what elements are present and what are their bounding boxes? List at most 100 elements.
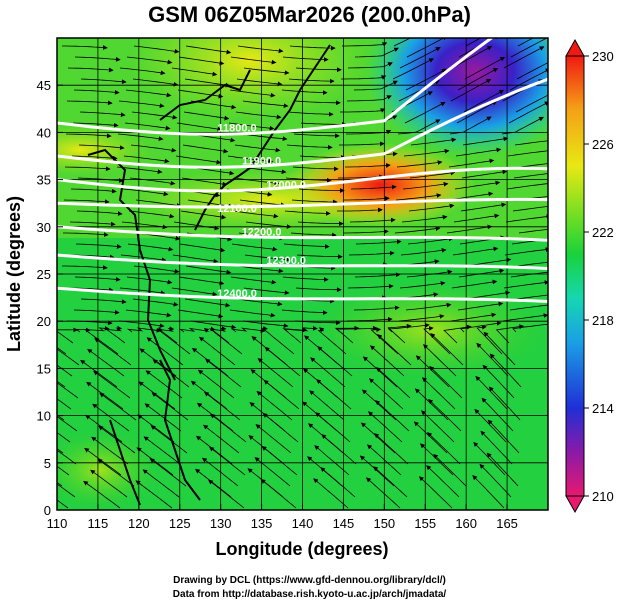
streamline (449, 116, 492, 135)
streamline (366, 477, 401, 509)
streamline (400, 247, 447, 256)
streamline (227, 155, 274, 164)
streamline (513, 173, 548, 179)
streamline (504, 247, 548, 256)
streamline (237, 45, 284, 54)
x-tick-label: 120 (128, 516, 150, 531)
streamline (208, 479, 245, 509)
streamline (57, 465, 70, 476)
height-contour (57, 225, 548, 242)
streamline (118, 320, 165, 329)
streamline (340, 108, 386, 113)
streamline (80, 359, 118, 388)
streamline (261, 446, 298, 476)
colorbar-tick-label: 222 (592, 225, 614, 240)
streamline (516, 62, 548, 80)
streamline (63, 199, 110, 205)
streamline (510, 38, 548, 58)
streamline (473, 441, 506, 476)
streamline (483, 331, 516, 366)
streamline (231, 243, 278, 252)
streamline (515, 94, 548, 113)
streamline (343, 229, 389, 234)
streamline (64, 166, 111, 172)
x-tick-label: 110 (47, 516, 68, 531)
streamline (341, 75, 387, 80)
streamline (143, 436, 181, 465)
field-variation-southwest (57, 430, 160, 510)
x-tick-label: 145 (333, 516, 355, 531)
streamline (348, 250, 395, 256)
streamline (414, 388, 449, 421)
streamline (401, 214, 448, 223)
streamline (283, 243, 330, 249)
contour-label: 12400.0 (217, 288, 257, 300)
streamline (281, 89, 328, 96)
streamline (317, 346, 353, 377)
streamline (229, 89, 276, 98)
streamline (423, 344, 457, 377)
streamline (264, 346, 301, 377)
streamline (518, 228, 548, 234)
streamline (284, 210, 331, 216)
streamline (426, 465, 460, 498)
streamline (413, 421, 448, 454)
streamline (75, 243, 122, 249)
streamline (295, 67, 342, 73)
x-tick-label: 125 (169, 516, 191, 531)
streamline (298, 188, 345, 193)
streamline (409, 170, 456, 179)
streamline (517, 38, 534, 47)
credit-drawing: Drawing by DCL (https://www.gfd-dennou.o… (173, 575, 446, 586)
streamline (486, 452, 519, 487)
height-contour (57, 38, 495, 136)
colorbar-min-arrow (565, 495, 585, 514)
streamline (373, 466, 408, 498)
y-tick-label: 40 (37, 125, 51, 140)
streamline (57, 499, 69, 509)
streamline (503, 46, 545, 69)
streamline (87, 348, 125, 377)
streamline (57, 380, 66, 388)
streamline (415, 355, 450, 388)
streamline (183, 111, 230, 121)
streamline (178, 276, 225, 286)
streamline (245, 221, 292, 229)
streamline (202, 424, 240, 454)
streamline (132, 298, 179, 307)
streamline (119, 287, 166, 296)
colorbar-tick-label: 218 (592, 313, 614, 328)
lat-lon-grid (57, 38, 548, 510)
streamline (450, 312, 497, 322)
streamline (387, 323, 412, 344)
streamline (481, 397, 514, 432)
streamline (334, 325, 360, 344)
colorbar-tick-label: 230 (592, 49, 614, 64)
streamline (67, 67, 114, 73)
streamline (488, 386, 521, 421)
colorbar-ticks: 230 226 222 218 214 210 (584, 49, 614, 504)
coast-japan-main (194, 149, 263, 231)
colorbar-tick-label: 210 (592, 489, 614, 504)
streamline (137, 414, 175, 443)
streamline (476, 342, 509, 377)
x-tick-label: 150 (373, 516, 395, 531)
streamline (454, 180, 501, 190)
streamline (337, 207, 383, 213)
colorbar-tick-label: 226 (592, 137, 614, 152)
streamline (517, 261, 548, 267)
streamline (309, 390, 345, 421)
height-contour (57, 197, 548, 209)
height-contour (57, 286, 548, 303)
streamline (136, 447, 174, 476)
streamline (299, 155, 346, 160)
streamline (105, 325, 126, 344)
height-contours (57, 38, 548, 303)
streamline (133, 265, 180, 274)
streamline (479, 463, 512, 498)
streamline (457, 301, 504, 311)
streamline (310, 357, 346, 388)
streamline (75, 325, 110, 333)
streamline (355, 239, 402, 245)
streamline (94, 337, 132, 366)
